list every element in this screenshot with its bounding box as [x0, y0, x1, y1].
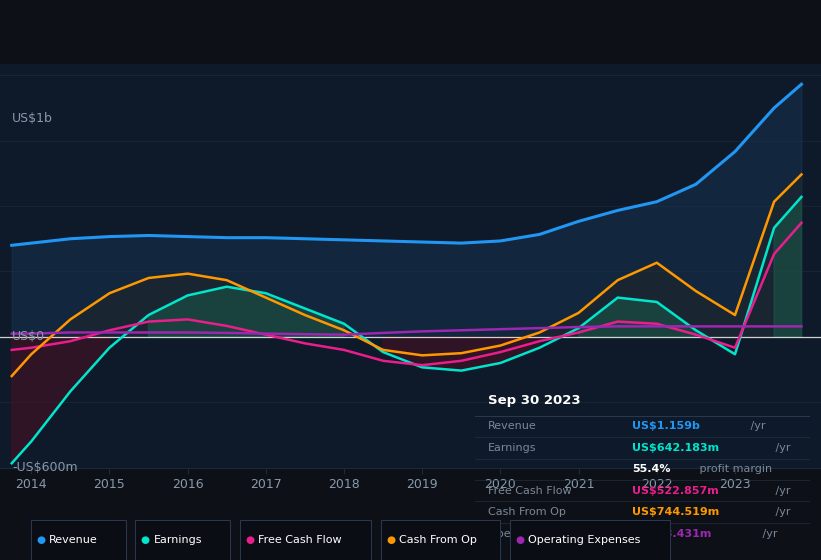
Text: US$1.159b: US$1.159b	[632, 422, 699, 431]
Text: Earnings: Earnings	[488, 443, 536, 453]
Text: -US$600m: -US$600m	[12, 461, 78, 474]
Text: Revenue: Revenue	[49, 535, 98, 545]
Text: /yr: /yr	[772, 443, 791, 453]
Text: Free Cash Flow: Free Cash Flow	[488, 486, 571, 496]
Text: Earnings: Earnings	[154, 535, 202, 545]
Text: US$744.519m: US$744.519m	[632, 507, 719, 517]
Text: /yr: /yr	[772, 507, 791, 517]
Text: profit margin: profit margin	[695, 464, 772, 474]
Text: 55.4%: 55.4%	[632, 464, 671, 474]
Text: Free Cash Flow: Free Cash Flow	[258, 535, 342, 545]
Text: US$0: US$0	[12, 330, 45, 343]
Text: Cash From Op: Cash From Op	[488, 507, 566, 517]
Text: ●: ●	[387, 535, 395, 545]
Text: US$1b: US$1b	[12, 113, 53, 125]
Text: /yr: /yr	[772, 486, 791, 496]
Text: ●: ●	[245, 535, 254, 545]
Text: Cash From Op: Cash From Op	[399, 535, 477, 545]
Text: /yr: /yr	[746, 422, 765, 431]
Text: ●: ●	[516, 535, 524, 545]
Text: ●: ●	[141, 535, 149, 545]
Text: US$48.431m: US$48.431m	[632, 529, 711, 539]
Text: US$642.183m: US$642.183m	[632, 443, 719, 453]
Text: Operating Expenses: Operating Expenses	[528, 535, 640, 545]
Text: Operating Expenses: Operating Expenses	[488, 529, 600, 539]
Text: Sep 30 2023: Sep 30 2023	[488, 394, 580, 407]
Text: Revenue: Revenue	[488, 422, 537, 431]
Text: /yr: /yr	[759, 529, 777, 539]
Text: ●: ●	[37, 535, 45, 545]
Text: US$522.857m: US$522.857m	[632, 486, 718, 496]
